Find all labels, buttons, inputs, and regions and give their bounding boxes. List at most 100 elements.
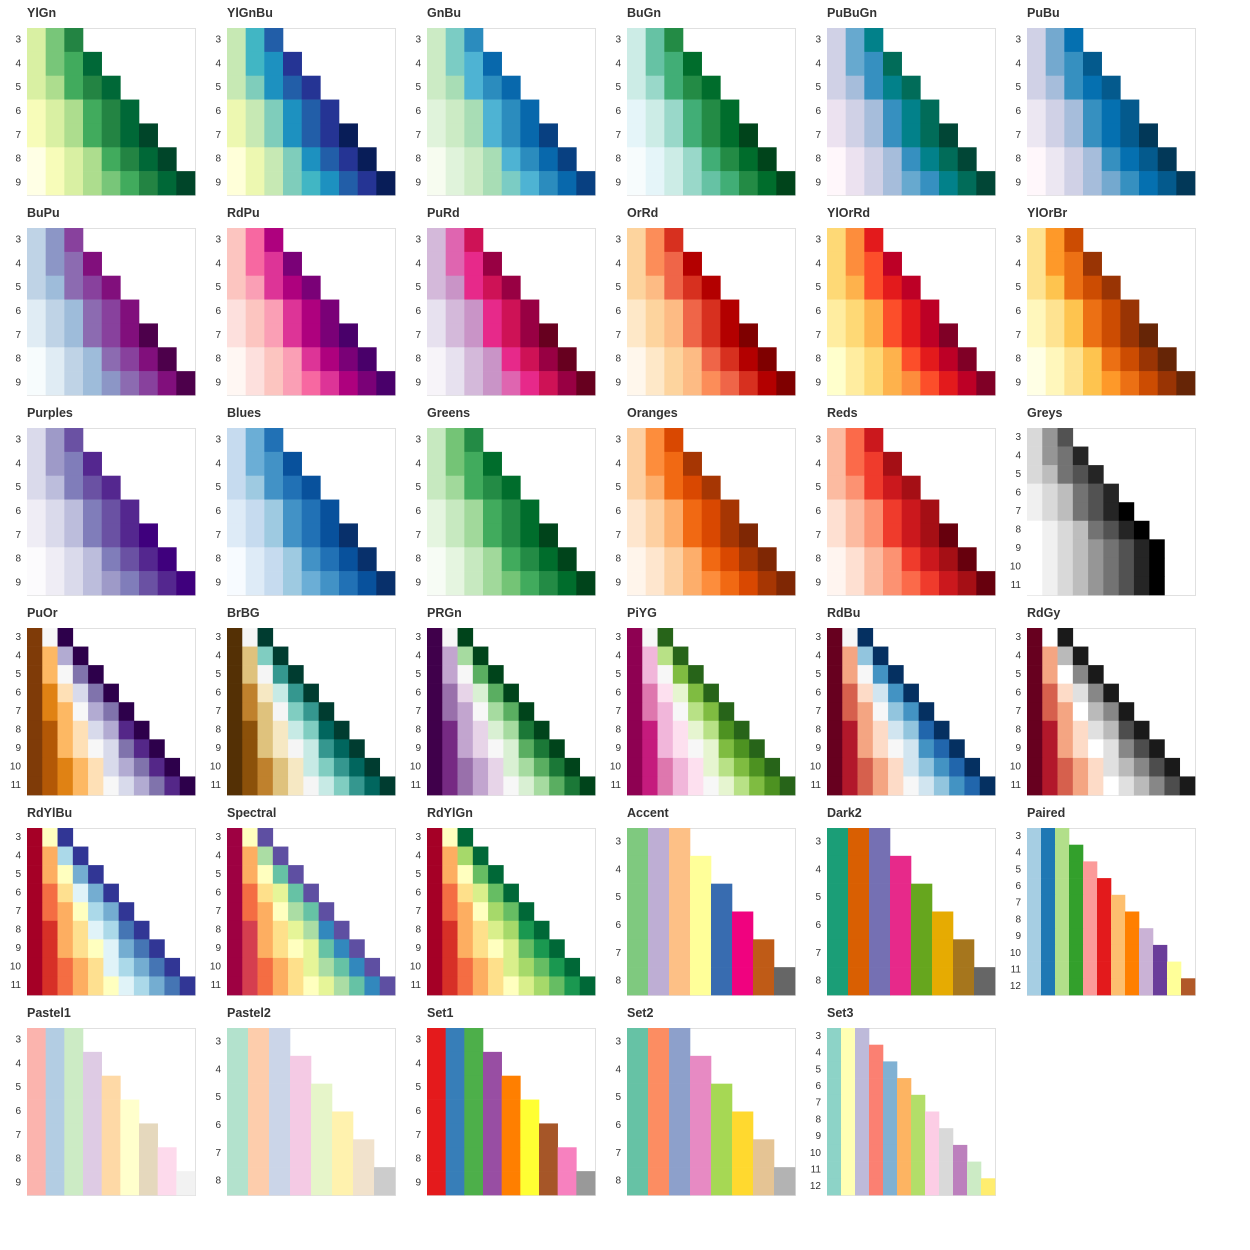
- row-tick-label: 8: [815, 554, 821, 565]
- color-swatch: [642, 702, 658, 722]
- color-swatch: [976, 571, 996, 596]
- palette-panel-rdylbu: RdYlBu 3 4 5 6 7 8 9 10 11: [0, 800, 200, 1000]
- color-swatch: [445, 499, 465, 524]
- color-swatch: [739, 347, 758, 372]
- color-swatch: [933, 720, 950, 740]
- row-tick-label: 3: [15, 434, 21, 445]
- color-swatch: [533, 976, 550, 996]
- color-swatch: [1057, 702, 1074, 722]
- color-swatch: [427, 451, 446, 477]
- color-swatch: [1027, 75, 1046, 100]
- color-swatch: [872, 720, 889, 740]
- color-swatch: [501, 171, 521, 196]
- color-swatch: [318, 720, 335, 740]
- color-swatch: [303, 957, 319, 977]
- color-swatch: [245, 275, 265, 300]
- color-swatch: [272, 757, 289, 777]
- palette-panel-paired: Paired 3 4 5 6 7 8 9 10 11 12: [1000, 800, 1200, 1000]
- color-swatch: [118, 739, 135, 759]
- color-swatch: [257, 976, 274, 996]
- color-swatch: [967, 1178, 982, 1196]
- color-swatch: [353, 1167, 375, 1196]
- color-swatch: [303, 920, 319, 940]
- color-swatch: [83, 171, 102, 196]
- color-swatch: [118, 920, 135, 940]
- palette-panel-bupu: BuPu 3 4 5 6 7 8 9: [0, 200, 200, 400]
- color-swatch: [83, 1147, 102, 1172]
- row-tick-label: 4: [415, 458, 421, 469]
- color-swatch: [72, 846, 89, 866]
- row-tick-label: 8: [215, 354, 221, 365]
- color-swatch: [242, 920, 258, 940]
- color-swatch: [683, 299, 702, 324]
- color-swatch: [1088, 483, 1104, 503]
- color-swatch: [869, 1144, 884, 1162]
- panel-title: Reds: [827, 406, 858, 420]
- color-swatch: [688, 757, 704, 777]
- color-swatch: [642, 665, 658, 684]
- color-swatch: [445, 275, 465, 300]
- color-swatch: [690, 1111, 712, 1140]
- color-swatch: [120, 1099, 140, 1124]
- color-swatch: [842, 646, 858, 666]
- color-swatch: [45, 99, 65, 124]
- color-swatch: [757, 147, 777, 172]
- color-swatch: [488, 920, 504, 940]
- color-swatch: [264, 51, 284, 77]
- color-swatch: [1027, 861, 1042, 879]
- color-swatch: [827, 855, 849, 884]
- color-swatch: [503, 883, 519, 903]
- color-swatch: [1057, 720, 1074, 740]
- color-swatch: [64, 571, 84, 596]
- color-swatch: [45, 571, 65, 596]
- row-tick-label: 4: [15, 650, 21, 661]
- color-swatch: [883, 1111, 898, 1129]
- color-swatch: [64, 51, 84, 77]
- color-swatch: [664, 99, 684, 124]
- color-swatch: [827, 720, 843, 740]
- color-swatch: [645, 147, 665, 172]
- color-swatch: [227, 1139, 249, 1168]
- color-swatch: [103, 776, 119, 796]
- color-swatch: [257, 920, 274, 940]
- color-swatch: [903, 776, 919, 796]
- color-swatch: [933, 739, 950, 759]
- color-swatch: [1088, 757, 1104, 777]
- color-swatch: [72, 739, 89, 759]
- color-swatch: [1069, 928, 1084, 946]
- color-swatch: [669, 1083, 691, 1112]
- color-swatch: [427, 902, 443, 922]
- row-tick-label: 4: [815, 258, 821, 269]
- color-swatch: [103, 720, 119, 740]
- color-swatch: [27, 371, 46, 396]
- color-swatch: [1064, 147, 1084, 172]
- color-swatch: [501, 1123, 521, 1148]
- color-swatch: [1041, 911, 1056, 929]
- color-swatch: [72, 757, 89, 777]
- color-swatch: [101, 547, 121, 572]
- color-swatch: [257, 646, 274, 666]
- color-swatch: [1045, 323, 1065, 348]
- color-swatch: [83, 347, 102, 372]
- color-swatch: [645, 547, 665, 572]
- row-tick-label: 6: [615, 920, 621, 931]
- color-swatch: [83, 523, 102, 548]
- color-swatch: [711, 1139, 733, 1168]
- color-swatch: [464, 51, 484, 77]
- color-swatch: [503, 720, 519, 740]
- color-swatch: [501, 323, 521, 348]
- color-swatch: [245, 228, 265, 253]
- color-swatch: [920, 171, 940, 196]
- color-swatch: [227, 371, 246, 396]
- color-swatch: [339, 147, 358, 172]
- color-swatch: [227, 75, 246, 100]
- palette-panel-purd: PuRd 3 4 5 6 7 8 9: [400, 200, 600, 400]
- color-swatch: [890, 911, 912, 940]
- row-tick-label: 6: [1015, 487, 1021, 498]
- color-swatch: [827, 123, 846, 148]
- color-swatch: [503, 939, 519, 959]
- color-swatch: [88, 757, 104, 777]
- color-swatch: [83, 123, 102, 148]
